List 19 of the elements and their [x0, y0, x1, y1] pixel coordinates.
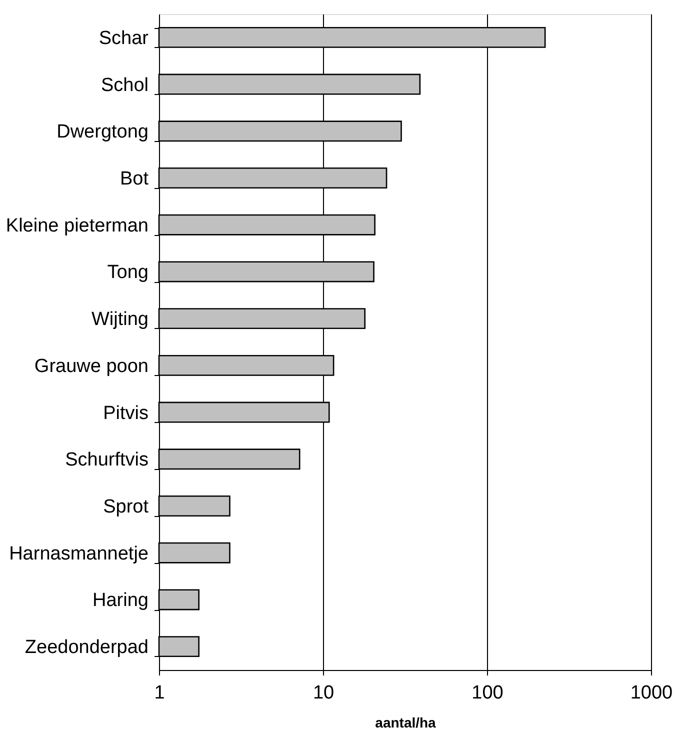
y-tick-label: Schol	[100, 74, 148, 96]
y-tick-label: Wijting	[91, 309, 148, 330]
y-tick-label: Schurftvis	[65, 450, 148, 471]
y-tick-label: Schar	[98, 28, 150, 49]
x-tick-label: 1000	[630, 682, 673, 704]
y-tick-label: Kleine pieterman	[6, 215, 148, 236]
x-tick-label: 1	[154, 682, 165, 704]
x-axis-title: aantal/ha	[375, 714, 436, 730]
x-tick-label: 100	[472, 682, 504, 704]
y-tick-label: Grauwe poon	[34, 356, 148, 377]
y-tick-label: Harnasmannetje	[9, 543, 148, 564]
y-tick-label: Bot	[120, 168, 150, 190]
y-tick-label: Dwergtong	[56, 122, 148, 143]
y-tick-label: Haring	[92, 590, 148, 612]
y-tick-label: Tong	[107, 262, 148, 284]
y-tick-label: Pitvis	[103, 402, 148, 424]
y-tick-label: Sprot	[103, 496, 150, 518]
y-tick-label: Zeedonderpad	[24, 637, 148, 658]
x-tick-label: 10	[312, 682, 334, 704]
